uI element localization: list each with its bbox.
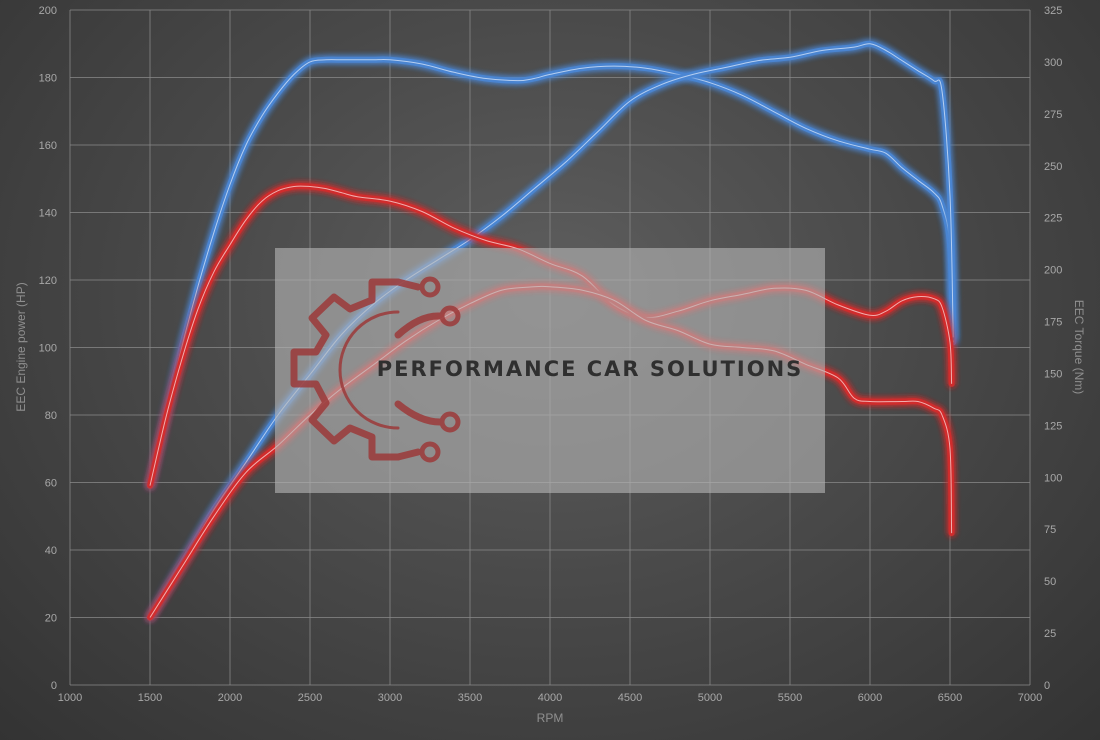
- y2-tick-label: 300: [1044, 57, 1062, 69]
- y-tick-label: 0: [51, 680, 57, 692]
- y-tick-label: 160: [39, 140, 57, 152]
- y2-tick-label: 200: [1044, 265, 1062, 277]
- y2-tick-label: 75: [1044, 524, 1056, 536]
- tick-labels: 1000 1500 2000 2500 3000 3500 4000 4500 5000 5500…: [39, 5, 1063, 704]
- x-tick-label: 4500: [618, 692, 642, 704]
- y2-tick-label: 0: [1044, 680, 1050, 692]
- y-tick-label: 40: [45, 545, 57, 557]
- x-tick-label: 1500: [138, 692, 162, 704]
- y-tick-label: 140: [39, 208, 57, 220]
- watermark: PERFORMANCE CAR SOLUTIONS: [275, 248, 825, 493]
- y-tick-label: 100: [39, 343, 57, 355]
- y2-tick-label: 125: [1044, 420, 1062, 432]
- x-tick-label: 6500: [938, 692, 962, 704]
- y2-tick-label: 150: [1044, 368, 1062, 380]
- y2-tick-label: 100: [1044, 472, 1062, 484]
- y2-tick-label: 175: [1044, 317, 1062, 329]
- y-tick-label: 80: [45, 410, 57, 422]
- x-tick-label: 3000: [378, 692, 402, 704]
- x-axis-title: RPM: [537, 711, 564, 725]
- x-tick-label: 2000: [218, 692, 242, 704]
- x-tick-label: 3500: [458, 692, 482, 704]
- y-tick-label: 20: [45, 613, 57, 625]
- y-tick-label: 180: [39, 73, 57, 85]
- y2-tick-label: 325: [1044, 5, 1062, 17]
- y2-tick-label: 225: [1044, 213, 1062, 225]
- watermark-text: PERFORMANCE CAR SOLUTIONS: [377, 357, 804, 381]
- y2-axis-title: EEC Torque (Nm): [1072, 300, 1086, 394]
- y2-tick-label: 275: [1044, 109, 1062, 121]
- x-tick-label: 5500: [778, 692, 802, 704]
- watermark-panel: [275, 248, 825, 493]
- y-tick-label: 60: [45, 478, 57, 490]
- x-tick-label: 6000: [858, 692, 882, 704]
- gear-circuit-icon: [290, 276, 461, 463]
- y-tick-label: 120: [39, 275, 57, 287]
- y2-tick-label: 50: [1044, 576, 1056, 588]
- y-tick-label: 200: [39, 5, 57, 17]
- x-tick-label: 4000: [538, 692, 562, 704]
- y2-tick-label: 250: [1044, 161, 1062, 173]
- series-1: [147, 56, 957, 489]
- x-tick-label: 7000: [1018, 692, 1042, 704]
- x-tick-label: 1000: [58, 692, 82, 704]
- y2-tick-label: 25: [1044, 628, 1056, 640]
- series-line-core: [149, 59, 954, 486]
- x-tick-label: 5000: [698, 692, 722, 704]
- y-axis-title: EEC Engine power (HP): [14, 282, 28, 411]
- x-tick-label: 2500: [298, 692, 322, 704]
